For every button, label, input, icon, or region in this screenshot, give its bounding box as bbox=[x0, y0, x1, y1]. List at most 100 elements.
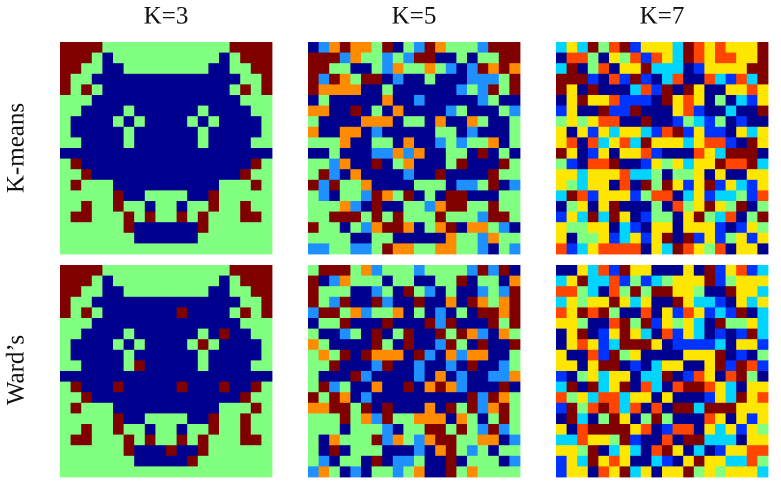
pixel bbox=[144, 434, 156, 446]
pixel bbox=[435, 424, 447, 435]
pixel bbox=[619, 296, 631, 308]
pixel bbox=[424, 63, 436, 75]
pixel bbox=[382, 349, 394, 361]
pixel bbox=[123, 307, 135, 319]
pixel bbox=[467, 265, 478, 276]
pixel bbox=[144, 381, 156, 393]
pixel bbox=[662, 413, 673, 425]
pixel bbox=[187, 169, 199, 181]
pixel bbox=[619, 275, 631, 287]
pixel bbox=[488, 424, 500, 435]
pixel bbox=[640, 275, 652, 287]
pixel bbox=[123, 116, 135, 128]
pixel bbox=[339, 307, 351, 319]
pixel bbox=[757, 445, 769, 457]
pixel bbox=[197, 105, 209, 117]
pixel bbox=[166, 286, 177, 298]
pixel bbox=[556, 126, 567, 138]
pixel bbox=[403, 318, 415, 329]
pixel bbox=[509, 413, 521, 425]
pixel bbox=[176, 413, 188, 425]
pixel bbox=[556, 434, 567, 446]
pixel bbox=[672, 381, 684, 393]
pixel bbox=[456, 275, 468, 287]
pixel bbox=[598, 413, 610, 425]
pixel bbox=[91, 169, 103, 181]
pixel bbox=[155, 169, 167, 181]
pixel bbox=[693, 116, 705, 128]
pixel bbox=[619, 413, 631, 425]
pixel bbox=[81, 190, 93, 202]
pixel bbox=[134, 381, 146, 393]
pixel bbox=[414, 318, 425, 329]
pixel bbox=[693, 42, 705, 53]
pixel bbox=[672, 243, 684, 255]
pixel bbox=[577, 52, 589, 64]
pixel bbox=[382, 307, 394, 319]
pixel bbox=[414, 296, 425, 308]
pixel bbox=[488, 434, 500, 446]
pixel bbox=[250, 148, 262, 159]
pixel bbox=[339, 413, 351, 425]
pixel bbox=[651, 222, 663, 234]
pixel bbox=[208, 339, 220, 351]
pixel bbox=[672, 371, 684, 382]
pixel bbox=[403, 392, 415, 404]
pixel bbox=[219, 126, 230, 138]
pixel bbox=[704, 466, 716, 478]
pixel bbox=[308, 339, 319, 351]
pixel bbox=[187, 201, 199, 212]
pixel bbox=[672, 265, 684, 276]
pixel bbox=[81, 466, 93, 478]
pixel bbox=[477, 307, 489, 319]
pixel bbox=[725, 190, 737, 202]
pixel bbox=[598, 190, 610, 202]
pixel bbox=[361, 339, 372, 351]
pixel bbox=[609, 371, 620, 382]
pixel bbox=[382, 116, 394, 128]
pixel bbox=[693, 201, 705, 212]
pixel bbox=[672, 318, 684, 329]
pixel bbox=[435, 318, 447, 329]
pixel bbox=[361, 275, 372, 287]
pixel bbox=[683, 73, 695, 85]
pixel bbox=[435, 360, 447, 372]
pixel bbox=[715, 222, 726, 234]
pixel bbox=[371, 52, 383, 64]
pixel bbox=[208, 265, 220, 276]
pixel bbox=[229, 424, 241, 435]
pixel bbox=[91, 328, 103, 340]
pixel bbox=[187, 349, 199, 361]
pixel bbox=[467, 73, 478, 85]
pixel bbox=[683, 179, 695, 191]
pixel bbox=[725, 265, 737, 276]
pixel bbox=[339, 371, 351, 382]
pixel bbox=[219, 232, 230, 244]
pixel bbox=[509, 169, 521, 181]
pixel bbox=[693, 318, 705, 329]
pixel bbox=[467, 84, 478, 96]
pixel bbox=[318, 339, 330, 351]
pixel bbox=[113, 307, 124, 319]
pixel bbox=[683, 371, 695, 382]
pixel bbox=[467, 413, 478, 425]
pixel bbox=[736, 381, 748, 393]
pixel bbox=[113, 116, 124, 128]
pixel bbox=[250, 116, 262, 128]
pixel bbox=[329, 222, 341, 234]
pixel bbox=[91, 318, 103, 329]
pixel bbox=[318, 42, 330, 53]
pixel bbox=[693, 126, 705, 138]
pixel bbox=[403, 360, 415, 372]
pixel bbox=[240, 466, 252, 478]
pixel bbox=[662, 73, 673, 85]
pixel bbox=[746, 349, 758, 361]
pixel bbox=[382, 328, 394, 340]
pixel bbox=[456, 95, 468, 106]
pixel bbox=[60, 275, 71, 287]
pixel bbox=[566, 466, 578, 478]
pixel bbox=[715, 148, 726, 159]
pixel bbox=[197, 137, 209, 149]
pixel bbox=[566, 179, 578, 191]
